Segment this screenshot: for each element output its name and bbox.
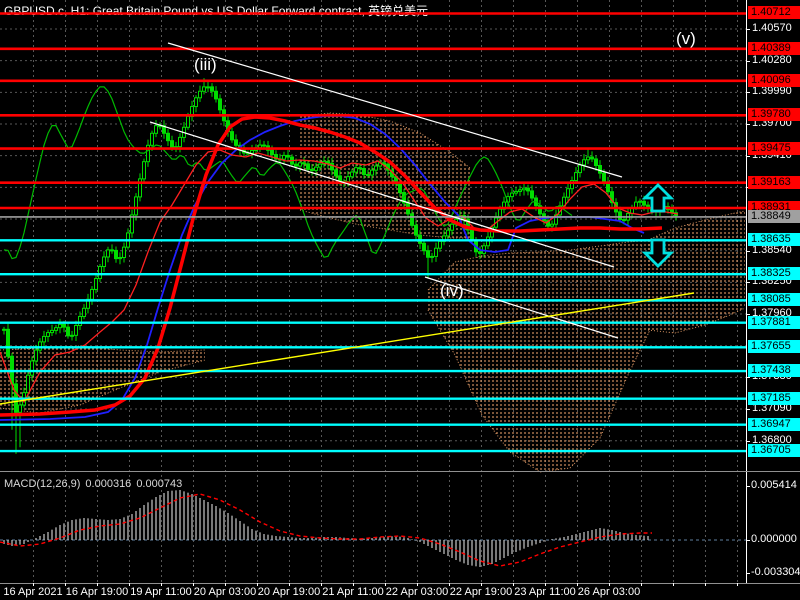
- chikou-span-line: [3, 86, 573, 260]
- support-level-label: 1.38635: [748, 233, 800, 246]
- macd-signal-line: [0, 493, 652, 567]
- x-axis-tick: [673, 583, 674, 586]
- x-axis-tick: [417, 583, 418, 586]
- sell-arrow-icon: [641, 238, 675, 268]
- x-axis-time-label: 23 Apr 11:00: [514, 586, 576, 598]
- support-level-label: 1.38085: [748, 293, 800, 306]
- resistance-level-label: 1.39780: [748, 108, 800, 121]
- wave-annotation: (iv): [440, 281, 464, 300]
- resistance-level-label: 1.40712: [748, 6, 800, 19]
- y-axis-tick: [746, 314, 750, 315]
- x-axis-tick: [513, 583, 514, 586]
- x-axis-tick: [481, 583, 482, 586]
- macd-scale-label: 0.005414: [751, 479, 797, 491]
- y-axis-tick: [746, 61, 750, 62]
- x-axis-tick: [449, 583, 450, 586]
- x-axis-tick: [193, 583, 194, 586]
- resistance-level-label: 1.39475: [748, 142, 800, 155]
- trendline-white: [149, 121, 615, 268]
- macd-value-main: 0.000316: [85, 478, 132, 490]
- x-axis-tick: [225, 583, 226, 586]
- support-level-label: 1.37881: [748, 316, 800, 329]
- macd-scale-tick: [746, 540, 750, 541]
- x-axis-tick: [705, 583, 706, 586]
- level-lines: [0, 12, 746, 453]
- y-axis-tick-label: 1.40570: [752, 22, 792, 34]
- resistance-level-label: 1.40389: [748, 42, 800, 55]
- support-level-label: 1.36947: [748, 418, 800, 431]
- y-axis-tick: [746, 156, 750, 157]
- price-scale[interactable]: [746, 0, 800, 583]
- time-scale[interactable]: [0, 583, 800, 600]
- support-level-label: 1.37185: [748, 392, 800, 405]
- y-axis-tick-label: 1.36800: [752, 434, 792, 446]
- x-axis-tick: [289, 583, 290, 586]
- support-level-label: 1.38325: [748, 267, 800, 280]
- support-level-label: 1.37438: [748, 364, 800, 377]
- current-price-label: 1.38849: [748, 210, 800, 223]
- x-axis-tick: [609, 583, 610, 586]
- axis-border-horizontal: [0, 583, 800, 584]
- support-level-label: 1.36705: [748, 444, 800, 457]
- macd-scale-label: -0.003304: [751, 566, 800, 578]
- x-axis-time-label: 16 Apr 19:00: [65, 586, 129, 598]
- buy-arrow-icon: [641, 183, 675, 213]
- trendline-yellow: [0, 292, 695, 405]
- ma-fast-red-line: [0, 149, 679, 404]
- y-axis-tick: [746, 29, 750, 30]
- y-axis-tick: [746, 92, 750, 93]
- y-axis-tick-label: 1.39990: [752, 85, 792, 97]
- trendline-white: [424, 276, 619, 339]
- ma-slow-red-line: [0, 115, 663, 417]
- x-axis-tick: [577, 583, 578, 586]
- wave-annotation: (iii): [194, 55, 217, 74]
- x-axis-tick: [161, 583, 162, 586]
- x-axis-tick: [353, 583, 354, 586]
- x-axis-time-label: 26 Apr 03:00: [577, 586, 641, 598]
- macd-scale-tick: [746, 486, 750, 487]
- macd-indicator-label: MACD(12,26,9) 0.000316 0.000743: [4, 478, 187, 490]
- resistance-level-label: 1.40096: [748, 74, 800, 87]
- axis-border-vertical: [746, 0, 747, 583]
- x-axis-tick: [385, 583, 386, 586]
- y-axis-tick: [746, 124, 750, 125]
- y-axis-tick-label: 1.38540: [752, 244, 792, 256]
- y-axis-tick-label: 1.37090: [752, 402, 792, 414]
- macd-scale-label: 0.000000: [751, 533, 797, 545]
- x-axis-tick: [97, 583, 98, 586]
- pane-divider[interactable]: [0, 471, 800, 472]
- macd-name: MACD(12,26,9): [4, 478, 81, 490]
- x-axis-tick: [737, 583, 738, 586]
- y-axis-tick: [746, 377, 750, 378]
- x-axis-tick: [129, 583, 130, 586]
- x-axis-tick: [545, 583, 546, 586]
- x-axis-time-label: 20 Apr 03:00: [193, 586, 257, 598]
- resistance-level-label: 1.39163: [748, 176, 800, 189]
- y-axis-tick-label: 1.40280: [752, 54, 792, 66]
- y-axis-tick: [746, 409, 750, 410]
- support-level-label: 1.37655: [748, 340, 800, 353]
- x-axis-time-label: 22 Apr 03:00: [385, 586, 449, 598]
- y-axis-tick: [746, 251, 750, 252]
- macd-histogram: [3, 490, 649, 567]
- y-axis-tick: [746, 282, 750, 283]
- x-axis-time-label: 20 Apr 19:00: [257, 586, 321, 598]
- chart-canvas[interactable]: [0, 0, 746, 583]
- x-axis-tick: [65, 583, 66, 586]
- y-axis-tick: [746, 441, 750, 442]
- x-axis-time-label: 21 Apr 11:00: [322, 586, 384, 598]
- ma-blue-line: [0, 115, 645, 421]
- trendline-white: [167, 42, 623, 178]
- x-axis-tick: [641, 583, 642, 586]
- wave-annotation: (v): [676, 29, 696, 48]
- x-axis-tick: [257, 583, 258, 586]
- macd-scale-tick: [746, 573, 750, 574]
- x-axis-time-label: 22 Apr 19:00: [449, 586, 513, 598]
- x-axis-tick: [321, 583, 322, 586]
- x-axis-time-label: 16 Apr 2021: [3, 586, 63, 598]
- x-axis-tick: [33, 583, 34, 586]
- macd-value-signal: 0.000743: [136, 478, 183, 490]
- x-axis-time-label: 19 Apr 11:00: [130, 586, 192, 598]
